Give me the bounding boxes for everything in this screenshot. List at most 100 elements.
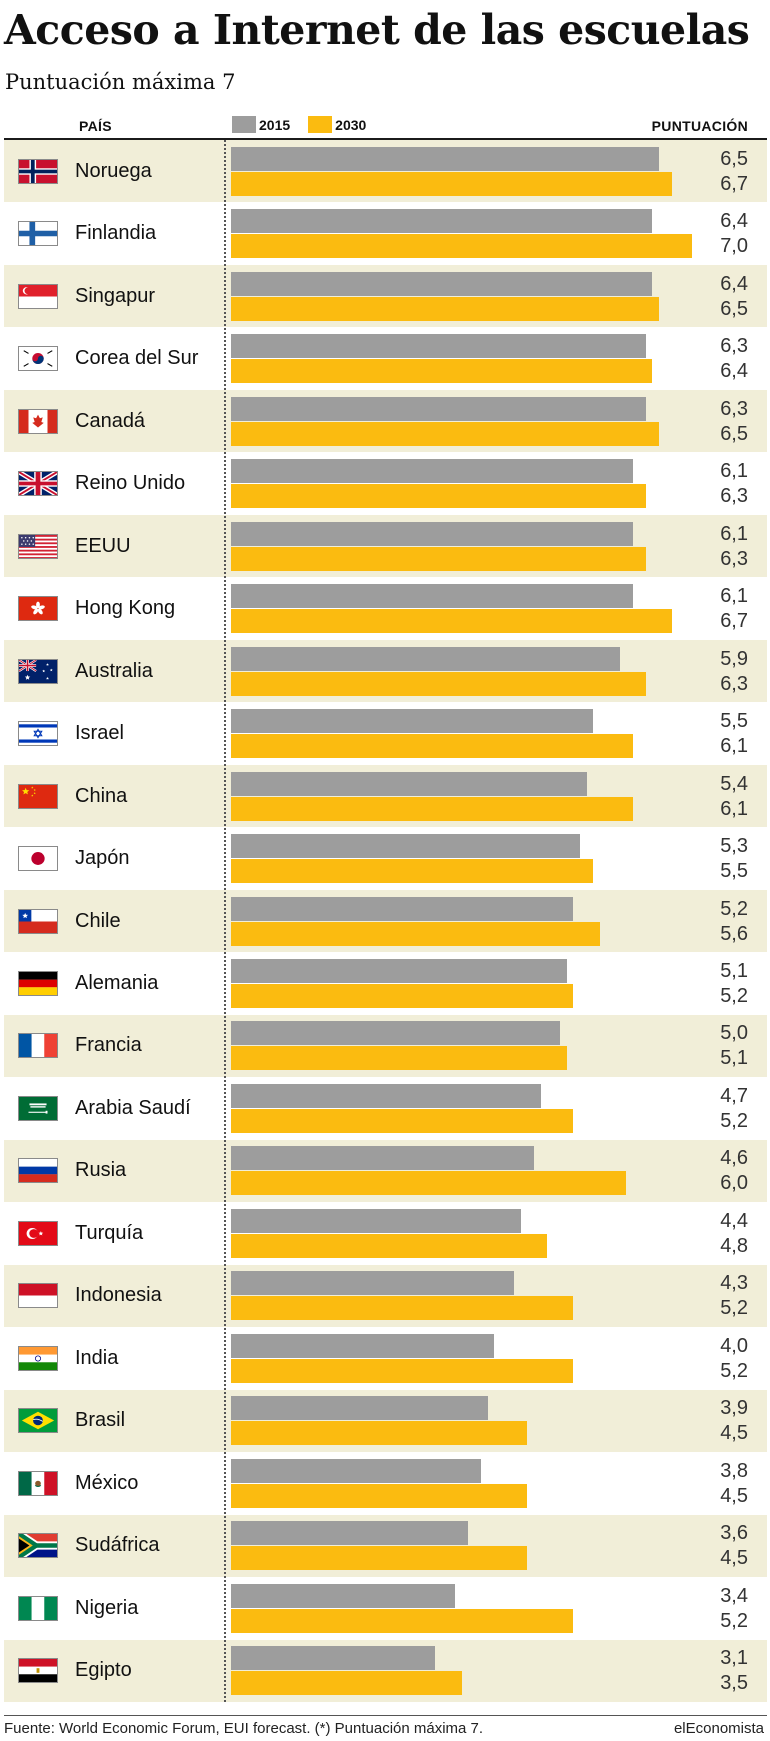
country-label: Francia: [75, 1034, 142, 1057]
country-label: Corea del Sur: [75, 347, 199, 370]
bar-2030: [231, 1671, 462, 1696]
bar-2030: [231, 234, 692, 259]
bar-2015: [231, 1333, 495, 1358]
bar-2015: [231, 771, 587, 796]
country-label: Japón: [75, 847, 130, 870]
bar-2015: [231, 1646, 436, 1671]
value-label-2030: 4,5: [720, 1422, 748, 1445]
country-label: Israel: [75, 722, 124, 745]
value-label-2030: 4,5: [720, 1547, 748, 1570]
bar-2015: [231, 1458, 482, 1483]
japan-flag-icon: [18, 846, 58, 872]
turkey-flag-icon: [18, 1220, 58, 1246]
country-label: Turquía: [75, 1221, 144, 1244]
south-korea-flag-icon: [18, 346, 58, 372]
value-label-2030: 5,2: [720, 1609, 748, 1632]
bar-2030: [231, 796, 633, 821]
value-label-2015: 4,6: [720, 1147, 748, 1170]
bar-2015: [231, 1583, 455, 1608]
chart-subtitle: Puntuación máxima 7: [5, 70, 236, 94]
country-label: México: [75, 1471, 139, 1494]
value-label-2015: 3,4: [720, 1584, 748, 1607]
india-flag-icon: [18, 1345, 58, 1371]
source-note: Fuente: World Economic Forum, EUI foreca…: [4, 1720, 484, 1737]
country-column-header: PAÍS: [79, 118, 112, 134]
russia-flag-icon: [18, 1158, 58, 1184]
value-label-2015: 5,2: [720, 897, 748, 920]
bar-2015: [231, 459, 633, 484]
chile-flag-icon: [18, 908, 58, 934]
value-label-2015: 6,4: [720, 210, 748, 233]
bar-2015: [231, 1521, 469, 1546]
country-label: Noruega: [75, 159, 152, 182]
bar-2030: [231, 1046, 567, 1071]
value-label-2030: 4,8: [720, 1234, 748, 1257]
country-label: China: [75, 784, 128, 807]
south-africa-flag-icon: [18, 1533, 58, 1559]
value-label-2030: 6,1: [720, 797, 748, 820]
country-label: Finlandia: [75, 222, 157, 245]
canada-flag-icon: [18, 408, 58, 434]
bar-2015: [231, 396, 646, 421]
bar-2015: [231, 958, 567, 983]
bar-2015: [231, 1271, 515, 1296]
legend-swatch-2030: [308, 116, 333, 133]
value-label-2015: 4,0: [720, 1334, 748, 1357]
finland-flag-icon: [18, 221, 58, 247]
usa-flag-icon: [18, 533, 58, 559]
value-label-2015: 6,4: [720, 272, 748, 295]
egypt-flag-icon: [18, 1658, 58, 1684]
indonesia-flag-icon: [18, 1283, 58, 1309]
country-label: India: [75, 1346, 119, 1369]
bar-2030: [231, 546, 646, 571]
value-label-2015: 5,4: [720, 772, 748, 795]
bar-chart: Noruega 6,5 6,7 Finlandia 6,4 7,0 Singapur 6,4 6…: [0, 140, 770, 1702]
legend-swatch-2015: [232, 116, 256, 133]
value-label-2030: 5,2: [720, 1109, 748, 1132]
country-label: Nigeria: [75, 1596, 139, 1619]
australia-flag-icon: [18, 658, 58, 684]
bar-2015: [231, 271, 653, 296]
value-label-2030: 5,2: [720, 1359, 748, 1382]
value-label-2030: 5,5: [720, 860, 748, 883]
value-label-2030: 7,0: [720, 235, 748, 258]
country-label: Chile: [75, 909, 121, 932]
legend: 2015 2030: [232, 116, 384, 133]
bar-2015: [231, 334, 646, 359]
bar-2015: [231, 896, 574, 921]
value-label-2015: 3,8: [720, 1459, 748, 1482]
country-label: Sudáfrica: [75, 1534, 160, 1557]
bar-2015: [231, 209, 653, 234]
axis-line: [224, 140, 226, 1702]
country-label: Australia: [75, 659, 153, 682]
bar-2030: [231, 1421, 528, 1446]
bar-2015: [231, 584, 633, 609]
value-label-2015: 6,1: [720, 585, 748, 608]
bar-2015: [231, 146, 660, 171]
value-label-2015: 3,6: [720, 1522, 748, 1545]
bar-2030: [231, 1108, 574, 1133]
bar-2030: [231, 1296, 574, 1321]
value-label-2030: 5,1: [720, 1047, 748, 1070]
value-label-2015: 4,3: [720, 1272, 748, 1295]
value-label-2030: 6,3: [720, 547, 748, 570]
value-label-2030: 5,2: [720, 1297, 748, 1320]
bar-2030: [231, 734, 633, 759]
bar-2030: [231, 671, 646, 696]
country-label: Arabia Saudí: [75, 1096, 191, 1119]
country-label: Alemania: [75, 971, 159, 994]
bar-2030: [231, 484, 646, 509]
brand-logo-text: elEconomista: [673, 1720, 764, 1737]
hong-kong-flag-icon: [18, 596, 58, 622]
bar-2030: [231, 296, 660, 321]
value-label-2015: 6,1: [720, 460, 748, 483]
country-label: Rusia: [75, 1159, 127, 1182]
value-label-2015: 4,7: [720, 1084, 748, 1107]
bar-2030: [231, 921, 600, 946]
bar-2030: [231, 983, 574, 1008]
value-label-2015: 3,1: [720, 1647, 748, 1670]
value-label-2015: 5,3: [720, 835, 748, 858]
score-column-header: PUNTUACIÓN: [651, 118, 748, 134]
legend-label-2015: 2015: [259, 116, 291, 133]
bar-2030: [231, 1546, 528, 1571]
